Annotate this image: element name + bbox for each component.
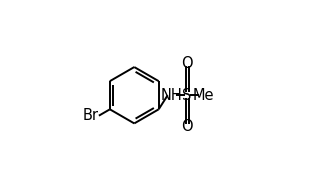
Text: Me: Me xyxy=(192,88,214,103)
Text: S: S xyxy=(183,88,192,103)
Text: O: O xyxy=(181,119,193,135)
Text: Br: Br xyxy=(82,108,98,123)
Text: NH: NH xyxy=(161,88,183,103)
Text: O: O xyxy=(181,56,193,71)
